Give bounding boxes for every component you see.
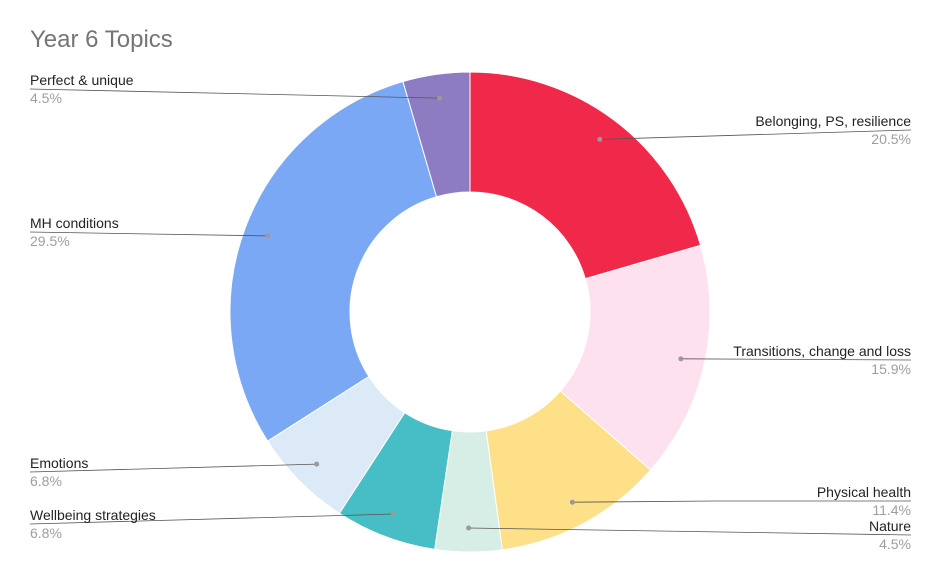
leader-dot-nature: [466, 525, 472, 531]
leader-line-emotions: [29, 463, 317, 473]
leader-line-nature: [468, 527, 912, 536]
leader-line-transitions: [680, 358, 912, 361]
leader-line-belonging: [599, 129, 912, 140]
slice-belonging: [469, 71, 702, 280]
slice-label-nature: Nature: [868, 518, 911, 534]
leader-dot-belonging: [597, 136, 603, 142]
slice-percent-nature: 4.5%: [879, 536, 911, 552]
slice-mh-conditions: [229, 80, 438, 442]
slice-label-mh-conditions: MH conditions: [30, 215, 119, 231]
slice-transitions: [559, 244, 711, 471]
slice-percent-perfect-unique: 4.5%: [30, 90, 62, 106]
leader-dot-emotions: [314, 461, 320, 467]
leader-dot-transitions: [678, 356, 684, 362]
leader-dot-perfect-unique: [437, 95, 443, 101]
slice-label-physical-health: Physical health: [816, 484, 911, 500]
slice-percent-physical-health: 11.4%: [872, 502, 911, 518]
leader-line-perfect-unique: [29, 88, 440, 99]
leader-line-physical-health: [572, 500, 911, 503]
slice-label-transitions: Transitions, change and loss: [733, 343, 911, 359]
slice-percent-belonging: 20.5%: [871, 131, 911, 147]
slice-label-wellbeing-strategies: Wellbeing strategies: [30, 507, 156, 523]
slice-label-perfect-unique: Perfect & unique: [30, 72, 134, 88]
leader-dot-physical-health: [569, 499, 575, 505]
slice-percent-mh-conditions: 29.5%: [30, 233, 70, 249]
slice-percent-emotions: 6.8%: [30, 473, 62, 489]
slice-label-emotions: Emotions: [30, 455, 89, 471]
leader-line-mh-conditions: [29, 231, 268, 237]
leader-dot-wellbeing-strategies: [391, 511, 397, 517]
slice-percent-transitions: 15.9%: [871, 361, 911, 377]
slice-label-belonging: Belonging, PS, resilience: [755, 113, 911, 129]
leader-line-wellbeing-strategies: [29, 513, 394, 525]
leader-dot-mh-conditions: [265, 233, 271, 239]
chart-title: Year 6 Topics: [30, 26, 173, 53]
slice-perfect-unique: [402, 71, 471, 198]
slice-percent-wellbeing-strategies: 6.8%: [30, 525, 62, 541]
